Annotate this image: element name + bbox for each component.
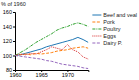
legend-item: Beef and veal: [92, 12, 137, 18]
legend-item: Dairy P.: [92, 40, 122, 46]
series-line: [15, 47, 88, 56]
tick-mark: [13, 56, 15, 57]
tick-mark: [13, 27, 15, 28]
legend-label: Beef and veal: [103, 12, 137, 18]
legend-swatch: [92, 29, 101, 30]
legend-label: Pork: [103, 19, 115, 25]
legend-label: Poultry: [103, 26, 120, 32]
tick: 80: [6, 67, 15, 73]
legend-swatch: [92, 43, 101, 44]
axis-line: [16, 71, 89, 73]
tick-mark: [13, 12, 15, 13]
tick-label: 100: [3, 53, 12, 59]
x-axis: 196019651970: [9, 70, 88, 78]
legend: Beef and vealPorkPoultryEggsDairy P.: [92, 12, 137, 46]
legend-swatch: [92, 36, 101, 37]
legend-label: Eggs: [103, 33, 116, 39]
tick: 140: [3, 24, 15, 30]
legend-swatch: [92, 15, 101, 16]
legend-label: Dairy P.: [103, 40, 122, 46]
lines: [15, 23, 88, 69]
y-axis-label: % of 1960: [1, 1, 26, 7]
tick: 1970: [62, 70, 74, 78]
tick-mark: [13, 41, 15, 42]
tick-label: 160: [3, 9, 12, 15]
tick-label: 140: [3, 24, 12, 30]
tick: 120: [3, 38, 15, 44]
series-line: [15, 23, 88, 56]
plot: 19601965197080100120140160: [3, 9, 89, 78]
y-axis: 80 100 120 140 160: [3, 9, 16, 73]
legend-item: Eggs: [92, 33, 116, 39]
legend-item: Pork: [92, 19, 115, 25]
legend-item: Poultry: [92, 26, 120, 32]
tick-label: 80: [6, 67, 12, 73]
tick-label: 1965: [36, 72, 48, 78]
tick-mark: [13, 70, 15, 71]
tick-label: 1970: [62, 72, 74, 78]
tick: 160: [3, 9, 15, 15]
axis-line: [13, 13, 16, 71]
tick: 1965: [36, 70, 48, 78]
legend-swatch: [92, 22, 101, 23]
chart: 19601965197080100120140160% of 1960Beef …: [0, 0, 139, 80]
series-line: [15, 56, 88, 69]
tick-label: 120: [3, 38, 12, 44]
tick: 100: [3, 53, 15, 59]
